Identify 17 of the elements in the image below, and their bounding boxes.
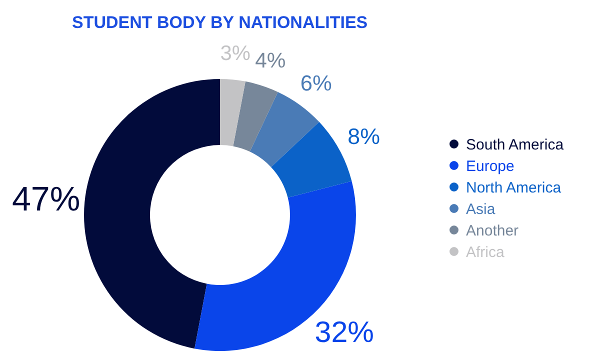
donut-slice (220, 79, 246, 146)
data-label: 32% (314, 316, 374, 350)
legend-label: Another (466, 222, 519, 240)
donut-slice (250, 92, 320, 168)
data-label: 4% (255, 49, 286, 72)
donut-slice (84, 79, 220, 349)
legend-label: Europe (466, 158, 514, 175)
data-label: 3% (220, 42, 250, 66)
data-label: 8% (348, 124, 380, 149)
legend-label: Asia (466, 200, 496, 218)
donut-slice (233, 81, 278, 152)
chart-title: STUDENT BODY BY NATIONALITIES (72, 13, 368, 32)
legend-label: Africa (466, 244, 505, 261)
data-label: 6% (300, 70, 332, 96)
legend-label: South America (466, 136, 564, 154)
data-label: 47% (12, 180, 80, 218)
legend-label: North America (466, 179, 562, 196)
